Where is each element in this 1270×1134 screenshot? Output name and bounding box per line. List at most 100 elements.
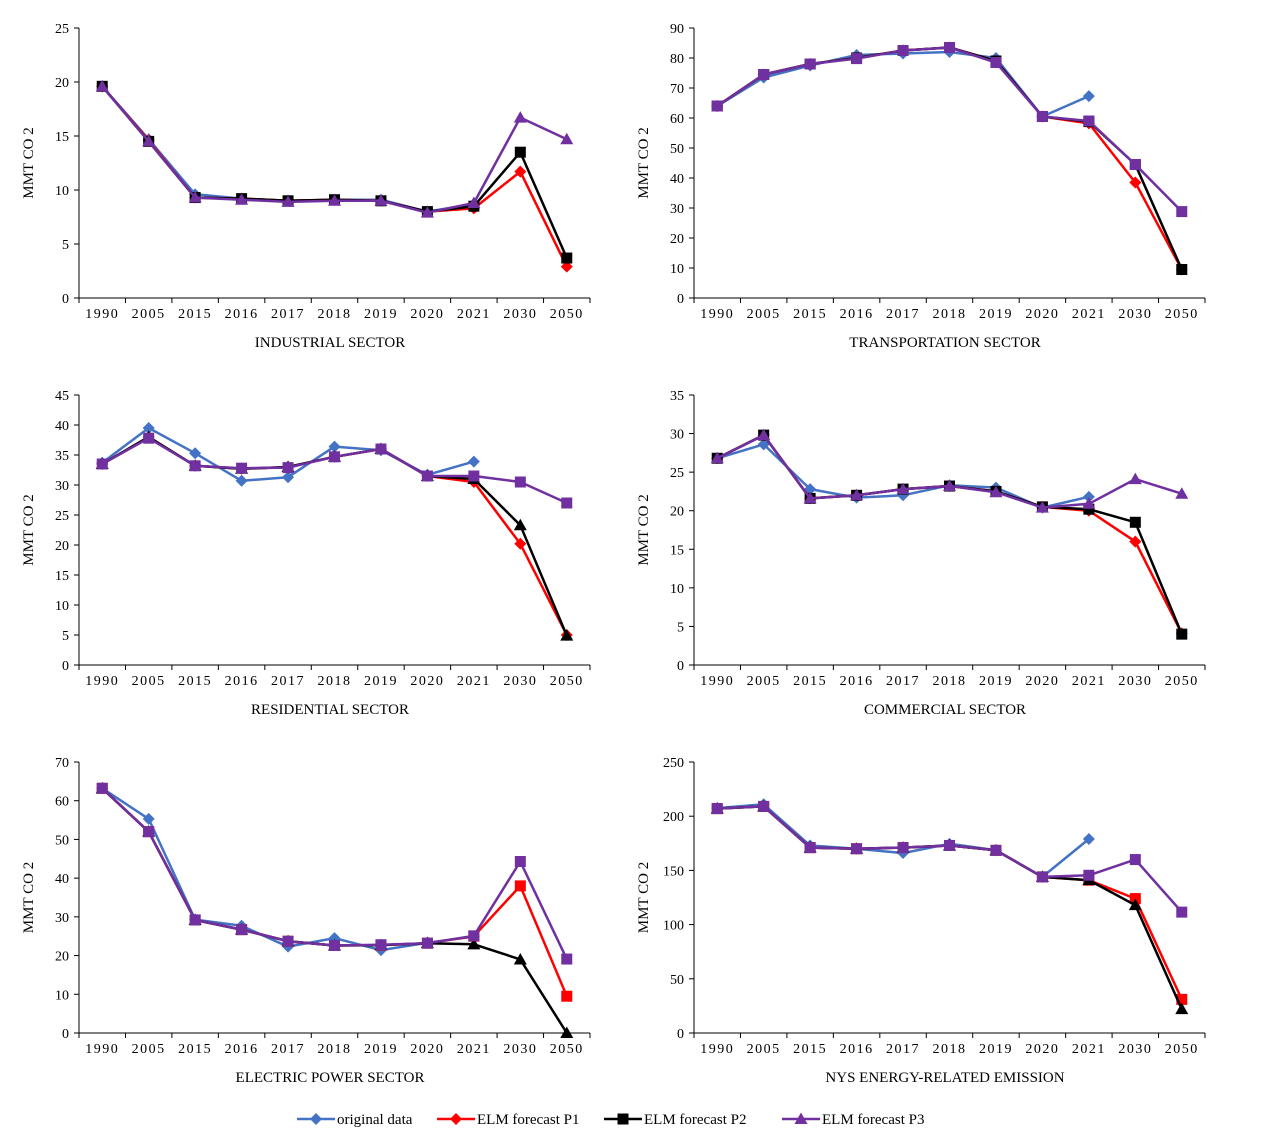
legend: original data ELM forecast P1 ELM forecast… bbox=[297, 1112, 924, 1128]
y-tick-label: 35 bbox=[670, 389, 684, 404]
x-tick-label: 1990 bbox=[85, 1042, 119, 1057]
series-4 bbox=[96, 782, 573, 965]
x-tick-label: 2005 bbox=[747, 1042, 781, 1057]
y-tick-label: 200 bbox=[663, 810, 684, 825]
data-point bbox=[561, 953, 573, 965]
y-tick-label: 10 bbox=[55, 599, 69, 614]
data-point bbox=[1082, 90, 1095, 103]
series-2 bbox=[96, 431, 573, 641]
x-tick-label: 2019 bbox=[979, 307, 1013, 322]
data-point bbox=[468, 470, 480, 482]
x-tick-label: 2050 bbox=[550, 1042, 584, 1057]
data-point bbox=[1082, 497, 1096, 509]
x-tick-label: 2016 bbox=[840, 307, 874, 322]
x-tick-label: 2020 bbox=[1025, 674, 1059, 689]
x-tick-label: 2017 bbox=[271, 1042, 305, 1057]
x-tick-label: 2030 bbox=[503, 307, 537, 322]
data-point bbox=[1129, 176, 1142, 189]
y-tick-label: 0 bbox=[62, 1027, 69, 1042]
x-tick-label: 2015 bbox=[178, 307, 212, 322]
y-tick-label: 20 bbox=[670, 232, 684, 247]
data-point bbox=[850, 488, 864, 501]
data-point bbox=[235, 193, 249, 205]
chart-panel-1: 0 5 10 15 20 25 1990 2005 2015 2016 2017 2018 2019 20… bbox=[21, 22, 591, 351]
data-point bbox=[96, 458, 108, 470]
y-axis-title: MMT CO 2 bbox=[21, 127, 37, 198]
x-tick-label: 2020 bbox=[1025, 1042, 1059, 1057]
data-point bbox=[757, 428, 771, 441]
data-point bbox=[1083, 115, 1095, 127]
series-4 bbox=[96, 432, 573, 509]
x-tick-label: 2018 bbox=[318, 307, 352, 322]
y-tick-label: 45 bbox=[55, 389, 69, 404]
x-tick-label: 2017 bbox=[886, 1042, 920, 1057]
y-tick-label: 5 bbox=[62, 238, 69, 253]
x-tick-label: 2030 bbox=[1118, 1042, 1152, 1057]
y-tick-label: 25 bbox=[55, 509, 69, 524]
data-point bbox=[189, 914, 201, 926]
data-point bbox=[189, 460, 201, 472]
y-tick-label: 25 bbox=[55, 22, 69, 37]
chart-panel-3: 0 5 10 15 20 25 30 35 40 45 1990 2005 2015 2016 2017 20… bbox=[21, 389, 591, 718]
x-tick-label: 2021 bbox=[457, 307, 491, 322]
data-point bbox=[851, 53, 863, 65]
y-tick-label: 70 bbox=[55, 756, 69, 771]
data-point bbox=[897, 45, 909, 56]
series-4 bbox=[711, 800, 1188, 918]
legend-label: ELM forecast P1 bbox=[477, 1112, 579, 1128]
y-tick-label: 5 bbox=[677, 620, 684, 635]
data-point bbox=[375, 939, 387, 951]
x-tick-label: 2030 bbox=[503, 1042, 537, 1057]
y-tick-label: 35 bbox=[55, 449, 69, 464]
data-point bbox=[1128, 472, 1142, 485]
data-point bbox=[142, 422, 155, 434]
y-tick-label: 90 bbox=[670, 22, 684, 37]
data-point bbox=[467, 196, 481, 208]
series-line bbox=[716, 46, 1183, 271]
y-tick-label: 60 bbox=[670, 112, 684, 127]
x-tick-label: 2050 bbox=[550, 307, 584, 322]
x-tick-label: 2019 bbox=[979, 674, 1013, 689]
data-point bbox=[896, 482, 910, 495]
data-point bbox=[711, 100, 723, 112]
data-point bbox=[711, 803, 723, 815]
data-point bbox=[514, 880, 526, 892]
x-tick-label: 2017 bbox=[886, 674, 920, 689]
series-line bbox=[101, 787, 475, 952]
x-tick-label: 2020 bbox=[410, 307, 444, 322]
data-point bbox=[990, 57, 1002, 68]
series-3 bbox=[95, 781, 574, 1038]
y-tick-label: 250 bbox=[663, 756, 684, 771]
data-point bbox=[514, 476, 526, 488]
x-tick-label: 2015 bbox=[178, 674, 212, 689]
data-point bbox=[1083, 869, 1095, 881]
data-point bbox=[467, 455, 480, 468]
data-point bbox=[804, 483, 817, 496]
x-tick-label: 2005 bbox=[132, 1042, 166, 1057]
x-tick-label: 1990 bbox=[700, 674, 734, 689]
data-point bbox=[1036, 871, 1048, 883]
x-tick-label: 2017 bbox=[271, 674, 305, 689]
x-tick-label: 2016 bbox=[225, 307, 259, 322]
chart-panel-4: 0 5 10 15 20 25 30 35 1990 2005 2015 2016 2017 2018 20… bbox=[636, 389, 1206, 718]
data-point bbox=[1176, 906, 1188, 918]
y-tick-label: 40 bbox=[670, 172, 684, 187]
data-point bbox=[236, 462, 248, 474]
y-tick-label: 60 bbox=[55, 795, 69, 810]
y-tick-label: 30 bbox=[55, 479, 69, 494]
y-tick-label: 150 bbox=[663, 864, 684, 879]
x-tick-label: 1990 bbox=[85, 307, 119, 322]
x-tick-label: 2021 bbox=[457, 1042, 491, 1057]
data-point bbox=[514, 165, 527, 178]
data-point bbox=[328, 194, 341, 206]
data-point bbox=[235, 474, 248, 487]
series-3 bbox=[710, 799, 1189, 1015]
legend-label: original data bbox=[337, 1112, 413, 1128]
y-tick-label: 50 bbox=[55, 833, 69, 848]
data-point bbox=[329, 451, 340, 463]
y-axis-title: MMT CO 2 bbox=[21, 494, 37, 565]
y-tick-label: 15 bbox=[55, 569, 69, 584]
x-tick-label: 1990 bbox=[85, 674, 119, 689]
x-tick-label: 2018 bbox=[933, 674, 967, 689]
series-line bbox=[717, 805, 1183, 1000]
